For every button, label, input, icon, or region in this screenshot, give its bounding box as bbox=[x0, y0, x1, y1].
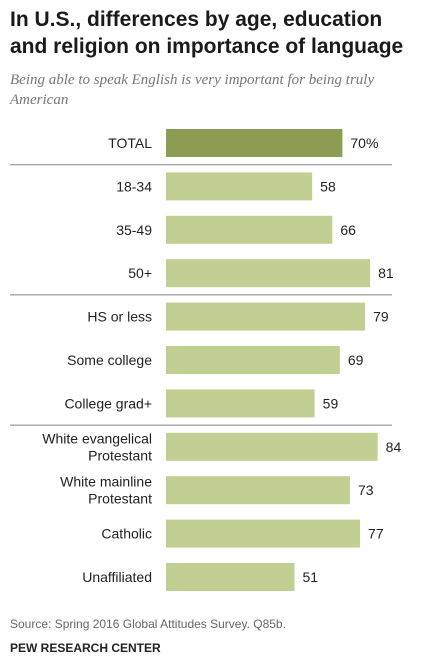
category-label: College grad+ bbox=[64, 395, 152, 411]
bar-3 bbox=[166, 259, 371, 288]
category-label: 18-34 bbox=[116, 178, 152, 194]
category-label: HS or less bbox=[87, 309, 152, 325]
bar-9 bbox=[166, 519, 361, 548]
value-label: 84 bbox=[386, 439, 402, 455]
category-label: Protestant bbox=[88, 491, 152, 507]
category-label: 50+ bbox=[128, 265, 152, 281]
bar-5 bbox=[166, 346, 340, 374]
category-label: TOTAL bbox=[108, 135, 152, 151]
category-label: Unaffiliated bbox=[82, 569, 152, 585]
category-label: White mainline bbox=[60, 474, 152, 490]
value-label: 66 bbox=[340, 222, 356, 238]
bar-6 bbox=[166, 389, 315, 418]
value-label: 59 bbox=[323, 395, 339, 411]
value-label: 77 bbox=[368, 526, 384, 542]
category-label: Protestant bbox=[88, 447, 152, 463]
category-label: Some college bbox=[67, 352, 152, 368]
value-label: 70% bbox=[350, 135, 378, 151]
category-label: 35-49 bbox=[116, 222, 152, 238]
value-label: 73 bbox=[358, 482, 374, 498]
bar-8 bbox=[166, 476, 350, 505]
source-note: Source: Spring 2016 Global Attitudes Sur… bbox=[10, 617, 286, 631]
value-label: 79 bbox=[373, 309, 389, 325]
bar-0 bbox=[166, 129, 343, 157]
value-label: 51 bbox=[303, 569, 319, 585]
chart-subtitle: Being able to speak English is very impo… bbox=[10, 72, 375, 108]
bar-chart: TOTAL 70% 18-34 58 35-49 66 50+ 81 HS or less 79 S… bbox=[10, 129, 402, 591]
bar-10 bbox=[166, 563, 295, 591]
value-label: 58 bbox=[320, 178, 336, 194]
bar-4 bbox=[166, 302, 366, 331]
chart-title: In U.S., differences by age, education a… bbox=[10, 8, 404, 58]
bar-1 bbox=[166, 172, 313, 201]
value-label: 69 bbox=[348, 352, 364, 368]
value-label: 81 bbox=[378, 265, 394, 281]
brand-label: PEW RESEARCH CENTER bbox=[10, 641, 161, 655]
category-label: White evangelical bbox=[42, 430, 152, 446]
bar-2 bbox=[166, 215, 333, 244]
bar-7 bbox=[166, 432, 378, 461]
category-label: Catholic bbox=[101, 526, 152, 542]
